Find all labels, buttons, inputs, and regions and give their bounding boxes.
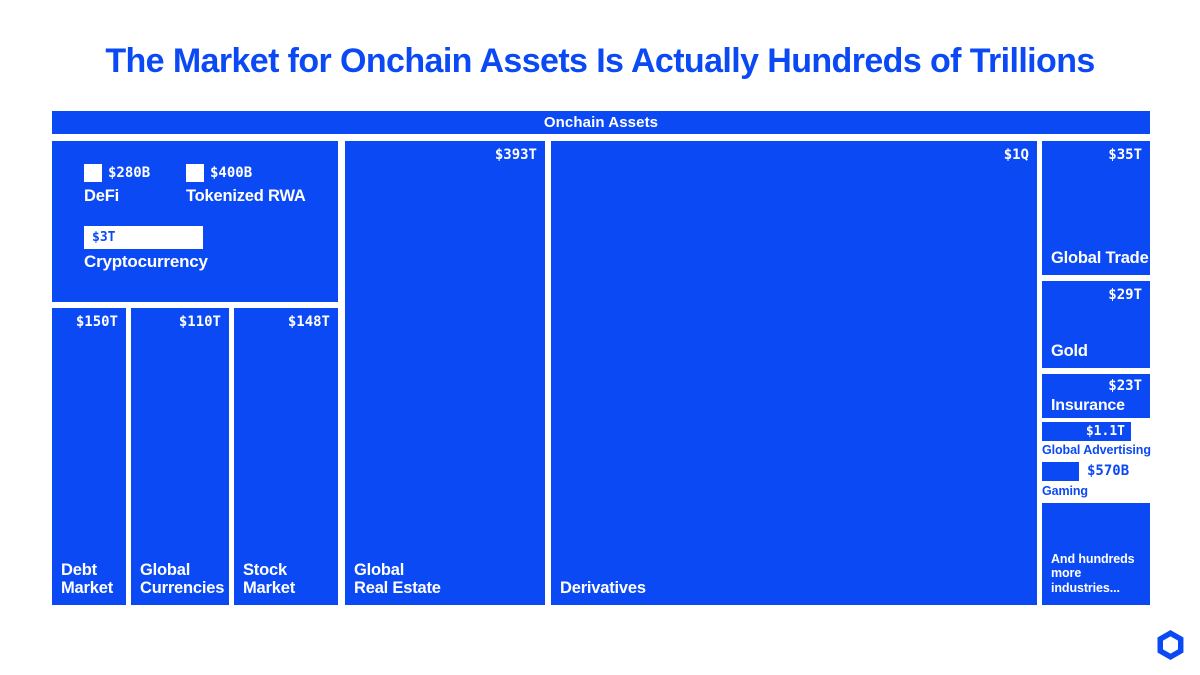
treemap-root-label: Onchain Assets (543, 114, 659, 131)
gaming-label: Gaming (1042, 484, 1088, 498)
debt-market-value: $150T (75, 314, 118, 330)
tile-global-currencies: $110T Global Currencies (131, 308, 229, 605)
legend-item-defi: $280B DeFi (84, 164, 150, 206)
global-currencies-label: Global Currencies (140, 561, 225, 598)
tile-debt-market: $150T Debt Market (52, 308, 126, 605)
cryptocurrency-value: $3T (92, 230, 116, 245)
tile-crypto-group: $280B DeFi $400B Tokenized RWA $3T Crypt… (52, 141, 338, 302)
insurance-label: Insurance (1051, 396, 1125, 414)
gold-value: $29T (1108, 287, 1142, 303)
legend-item-tokenized-rwa: $400B Tokenized RWA (186, 164, 306, 206)
gaming-value: $570B (1087, 463, 1130, 479)
tile-global-real-estate: $393T Global Real Estate (345, 141, 545, 605)
tokenized-rwa-value: $400B (210, 165, 253, 181)
insurance-value: $23T (1108, 378, 1142, 394)
tile-insurance: $23T Insurance (1042, 374, 1150, 418)
tile-derivatives: $1Q Derivatives (551, 141, 1037, 605)
tokenized-rwa-label: Tokenized RWA (186, 187, 306, 205)
cryptocurrency-label: Cryptocurrency (84, 252, 208, 271)
debt-market-label: Debt Market (61, 561, 113, 598)
chainlink-logo-icon (1157, 630, 1184, 660)
cryptocurrency-bar: $3T (84, 226, 203, 249)
defi-value: $280B (108, 165, 151, 181)
global-real-estate-value: $393T (494, 147, 537, 163)
global-advertising-bar: $1.1T (1042, 422, 1131, 441)
defi-swatch (84, 164, 102, 182)
derivatives-value: $1Q (1003, 147, 1029, 163)
treemap-root-header: Onchain Assets (52, 111, 1150, 134)
stock-market-label: Stock Market (243, 561, 295, 598)
gaming-bar (1042, 462, 1079, 481)
stock-market-value: $148T (287, 314, 330, 330)
tokenized-rwa-swatch (186, 164, 204, 182)
derivatives-label: Derivatives (560, 579, 646, 598)
gold-label: Gold (1051, 342, 1088, 361)
tile-stock-market: $148T Stock Market (234, 308, 338, 605)
tile-more-industries: And hundreds more industries... (1042, 503, 1150, 605)
global-currencies-value: $110T (178, 314, 221, 330)
defi-label: DeFi (84, 187, 119, 205)
global-trade-label: Global Trade (1051, 249, 1149, 268)
tile-gold: $29T Gold (1042, 281, 1150, 368)
global-advertising-label: Global Advertising (1042, 443, 1151, 457)
global-trade-value: $35T (1108, 147, 1142, 163)
more-industries-label: And hundreds more industries... (1051, 551, 1135, 595)
page-title: The Market for Onchain Assets Is Actuall… (105, 42, 1095, 80)
global-real-estate-label: Global Real Estate (354, 561, 441, 598)
tile-global-trade: $35T Global Trade (1042, 141, 1150, 275)
global-advertising-value: $1.1T (1085, 424, 1125, 439)
